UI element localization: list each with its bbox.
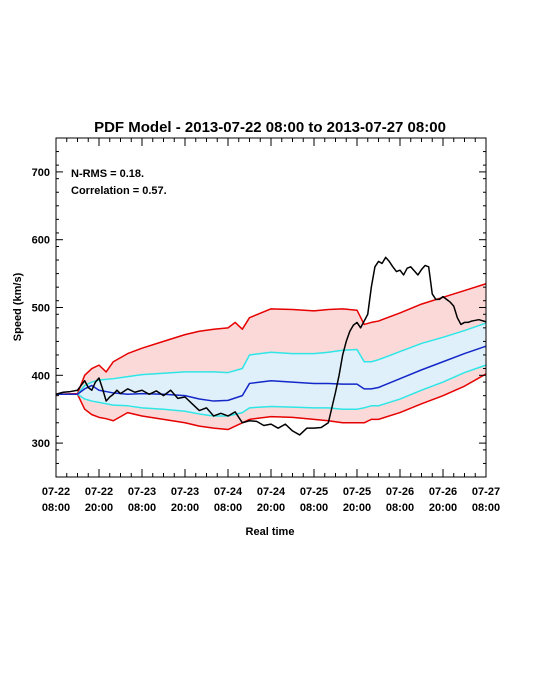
x-axis: 07-22 08:00 07-22 20:00 07-23 08:00 07-23 20:00… [42, 138, 500, 514]
x-tick-label-date: 07-22 [42, 486, 70, 498]
y-tick-label: 500 [32, 303, 50, 315]
outer-upper-line [55, 283, 487, 396]
x-tick-label-time: 08:00 [214, 502, 242, 514]
x-tick-label-time: 08:00 [300, 502, 328, 514]
y-tick-label: 300 [32, 438, 50, 450]
x-tick-label-time: 08:00 [472, 502, 500, 514]
x-tick-label-date: 07-23 [128, 486, 156, 498]
chart-title: PDF Model - 2013-07-22 08:00 to 2013-07-… [94, 119, 446, 136]
y-axis-label: Speed (km/s) [12, 272, 24, 341]
y-axis: 300 400 500 600 700 [32, 137, 486, 478]
inner-lower-line [56, 364, 487, 417]
x-tick-label-time: 20:00 [171, 502, 199, 514]
x-tick-label-time: 08:00 [128, 502, 156, 514]
x-tick-label-date: 07-26 [429, 486, 457, 498]
x-tick-label-date: 07-27 [472, 486, 500, 498]
x-tick-label-date: 07-24 [257, 486, 286, 498]
x-tick-label-date: 07-24 [214, 486, 243, 498]
x-tick-label-time: 20:00 [343, 502, 371, 514]
correlation-annotation: Correlation = 0.57. [71, 185, 167, 197]
y-tick-label: 600 [32, 235, 50, 247]
y-tick-label: 700 [32, 167, 50, 179]
y-tick-label: 400 [32, 370, 50, 382]
x-tick-label-time: 08:00 [42, 502, 70, 514]
x-tick-label-time: 20:00 [257, 502, 285, 514]
x-tick-label-date: 07-22 [85, 486, 113, 498]
nrms-annotation: N-RMS = 0.18. [71, 168, 144, 180]
x-tick-label-date: 07-25 [300, 486, 328, 498]
x-tick-label-time: 20:00 [429, 502, 457, 514]
inner-band-fill [56, 323, 486, 416]
x-tick-label-time: 08:00 [386, 502, 414, 514]
x-tick-label-time: 20:00 [85, 502, 113, 514]
series-lines [55, 256, 487, 436]
observed-line [55, 256, 487, 436]
x-axis-label: Real time [246, 526, 295, 538]
uncertainty-bands [56, 283, 486, 430]
x-tick-label-date: 07-23 [171, 486, 199, 498]
x-tick-label-date: 07-26 [386, 486, 414, 498]
inner-upper-line [56, 322, 487, 396]
x-tick-label-date: 07-25 [343, 486, 371, 498]
median-line [56, 345, 487, 402]
